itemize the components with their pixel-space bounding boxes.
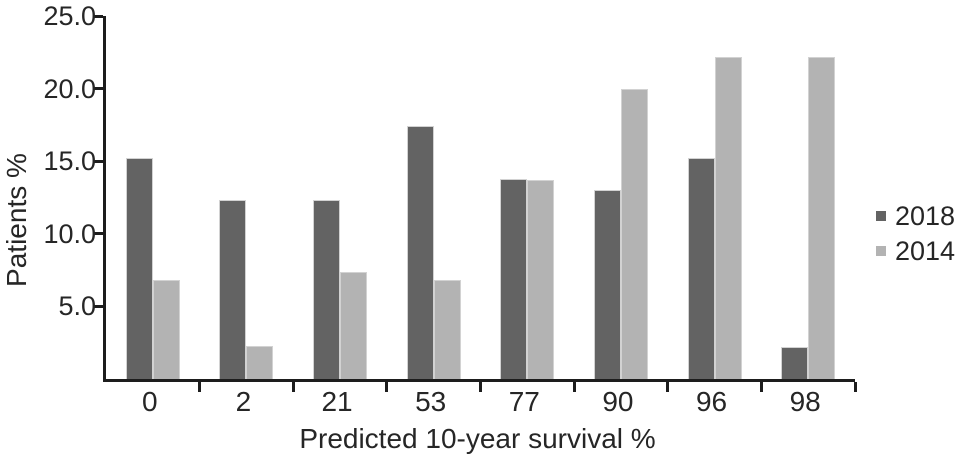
bar-2014-53[interactable]	[433, 280, 461, 379]
y-axis-tick-label: 25.0	[43, 1, 96, 31]
legend-label: 2014	[895, 236, 956, 266]
bar-group-98	[761, 16, 855, 379]
x-axis-tick-label: 21	[321, 386, 353, 417]
x-axis-tick-label: 2	[235, 386, 252, 417]
bar-group-2	[200, 16, 294, 379]
legend: 2018 2014	[876, 201, 955, 266]
x-axis-tick-mark	[291, 382, 295, 392]
x-axis-tick-label: 53	[415, 386, 447, 417]
x-axis-tick-mark	[385, 382, 389, 392]
bar-group-90	[574, 16, 668, 379]
x-axis-tick-label: 90	[602, 386, 634, 417]
x-axis-tick-label: 77	[508, 386, 540, 417]
bar-2018-98[interactable]	[781, 347, 809, 379]
legend-label: 2018	[895, 201, 956, 231]
bar-group-0	[106, 16, 200, 379]
y-axis-tick-mark	[93, 232, 103, 236]
bar-group-53	[387, 16, 481, 379]
x-axis-tick-mark	[479, 382, 482, 392]
y-axis-tick-label: 10.0	[43, 218, 96, 249]
bar-2014-96[interactable]	[714, 56, 742, 379]
x-axis-tick-mark	[198, 382, 202, 392]
y-axis-tick-mark	[93, 159, 103, 163]
bar-2018-2[interactable]	[219, 200, 247, 379]
bar-2018-90[interactable]	[593, 190, 621, 379]
plot-area	[93, 14, 857, 392]
bar-2018-0[interactable]	[125, 158, 153, 379]
bar-2014-21[interactable]	[340, 271, 368, 379]
legend-swatch-icon	[876, 211, 886, 221]
bar-2018-53[interactable]	[406, 126, 434, 379]
x-axis-title: Predicted 10-year survival %	[299, 423, 656, 454]
legend-item-2014[interactable]: 2014	[876, 236, 955, 266]
bar-2018-96[interactable]	[687, 158, 715, 379]
bar-group-96	[668, 16, 762, 379]
bar-2014-90[interactable]	[620, 88, 648, 379]
x-axis-tick-mark	[572, 382, 576, 392]
y-axis-tick-label: 15.0	[43, 146, 96, 177]
x-axis-tick-label: 98	[789, 386, 821, 417]
bar-2018-21[interactable]	[313, 200, 341, 379]
x-axis-tick-label: 96	[695, 386, 728, 417]
x-axis-tick-label: 0	[142, 386, 158, 417]
legend-item-2018[interactable]: 2018	[876, 201, 955, 231]
y-axis-tick-label: 20.0	[43, 73, 96, 104]
bar-group-77	[481, 16, 575, 379]
bar-2014-77[interactable]	[527, 180, 555, 379]
y-axis-tick-mark	[93, 304, 103, 308]
x-axis-tick-mark	[759, 382, 763, 392]
bar-2014-2[interactable]	[246, 345, 274, 379]
y-axis-tick-mark	[93, 87, 103, 91]
bar-2014-98[interactable]	[808, 56, 836, 379]
bar-2018-77[interactable]	[500, 178, 528, 379]
x-axis-tick-mark	[666, 382, 670, 392]
x-axis-tick-mark	[853, 382, 857, 392]
y-axis-tick-mark	[93, 14, 103, 18]
bar-group-21	[293, 16, 387, 379]
y-axis-tick-label: 5.0	[58, 291, 96, 322]
bar-2014-0[interactable]	[152, 280, 180, 379]
legend-swatch-icon	[876, 246, 886, 256]
